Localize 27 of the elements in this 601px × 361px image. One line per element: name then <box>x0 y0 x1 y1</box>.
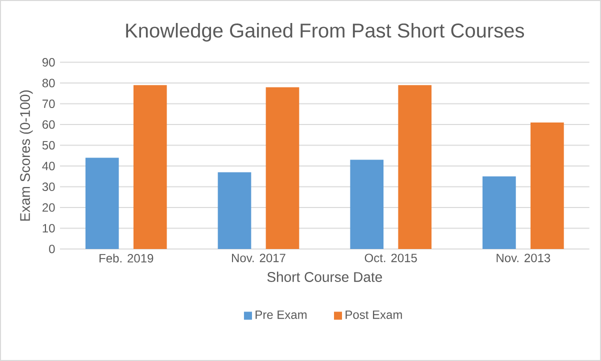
y-tick-label: 40 <box>42 162 55 170</box>
y-tick-label: 30 <box>42 182 55 192</box>
x-tick-label: Nov. 2013 <box>496 254 550 262</box>
legend-label: Post Exam <box>346 310 402 319</box>
x-axis-title: Short Course Date <box>267 272 382 282</box>
y-tick-label: 90 <box>42 58 55 67</box>
y-tick-label: 60 <box>42 120 55 129</box>
legend-label: Pre Exam <box>256 310 307 319</box>
chart-title: Knowledge Gained From Past Short Courses <box>126 22 524 42</box>
bar <box>530 122 564 250</box>
x-tick-label: Nov. 2017 <box>232 254 286 262</box>
y-tick-label: 50 <box>42 141 55 150</box>
bar <box>350 160 384 250</box>
x-tick-label: Oct. 2015 <box>364 254 417 262</box>
y-tick-label: 0 <box>49 244 55 254</box>
y-tick-label: 20 <box>42 203 55 212</box>
bar <box>218 172 252 250</box>
bar <box>266 87 300 250</box>
y-tick-label: 10 <box>42 224 55 233</box>
x-tick-label: Feb. 2019 <box>100 254 154 263</box>
bar <box>482 176 516 250</box>
bar <box>133 85 167 250</box>
bar <box>85 158 119 250</box>
y-tick-label: 70 <box>42 100 55 108</box>
bar <box>398 85 432 250</box>
y-tick-label: 80 <box>42 78 55 88</box>
y-axis-title: Exam Scores (0-100) <box>20 90 33 221</box>
